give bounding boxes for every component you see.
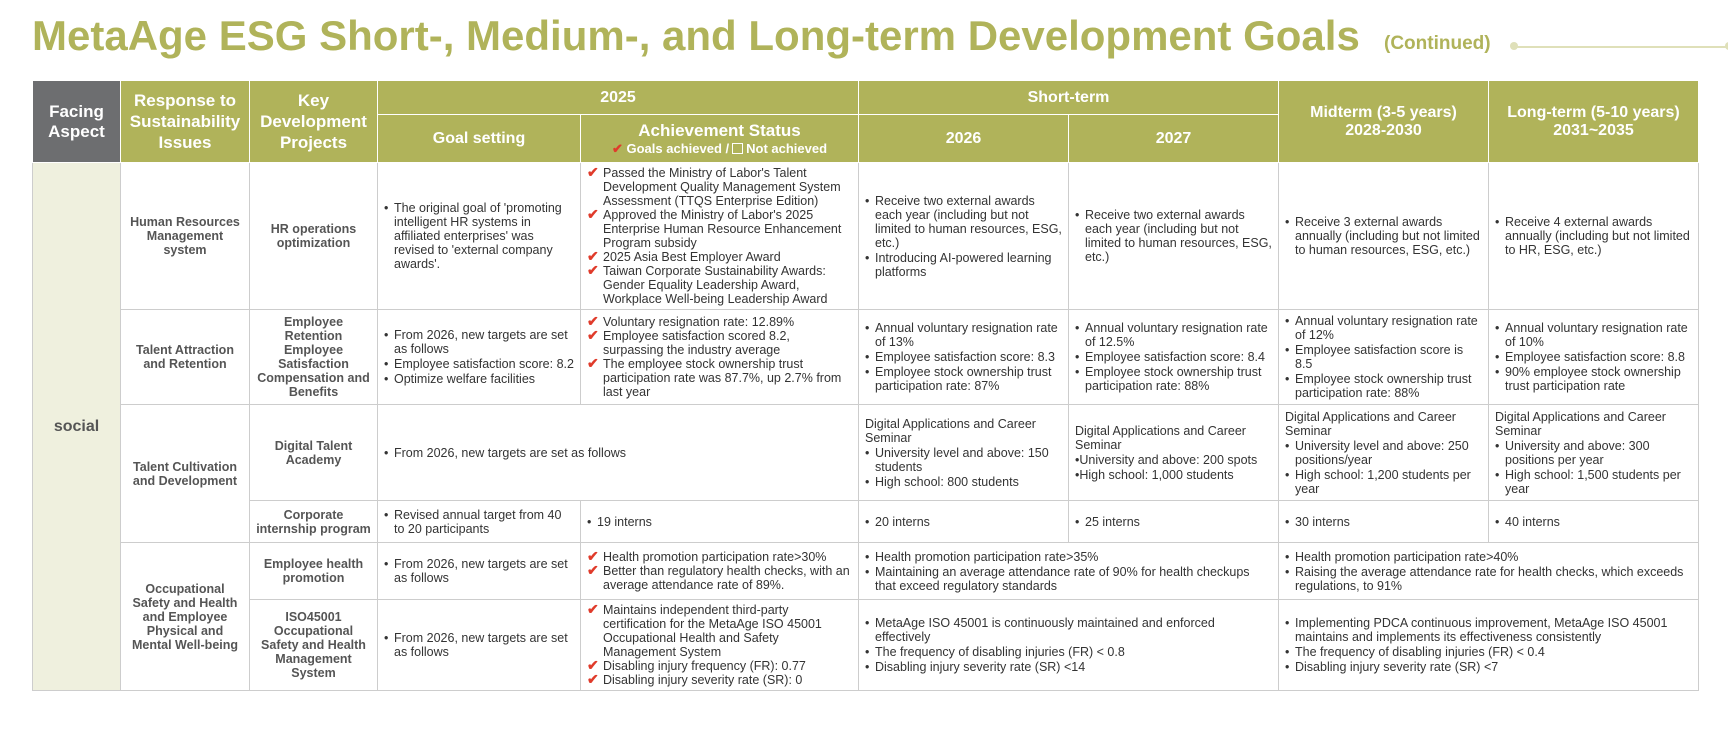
header-facing-aspect: Facing Aspect bbox=[32, 80, 121, 163]
health-achievement: Health promotion participation rate>30%B… bbox=[580, 542, 859, 600]
digital-2026: Digital Applications and Career SeminarU… bbox=[858, 404, 1069, 501]
hr-longterm: Receive 4 external awards annually (incl… bbox=[1488, 162, 1699, 310]
hr-achievement: Passed the Ministry of Labor's Talent De… bbox=[580, 162, 859, 310]
header-2025: 2025 bbox=[377, 80, 859, 115]
hr-midterm: Receive 3 external awards annually (incl… bbox=[1278, 162, 1489, 310]
project-iso45001: ISO45001 Occupational Safety and Health … bbox=[249, 599, 378, 691]
table-row: Talent Attraction and Retention Employee… bbox=[33, 309, 1699, 405]
hr-2027: Receive two external awards each year (i… bbox=[1068, 162, 1279, 310]
digital-midterm: Digital Applications and Career SeminarU… bbox=[1278, 404, 1489, 501]
intern-achievement: 19 interns bbox=[580, 500, 859, 543]
header-short-term: Short-term bbox=[858, 80, 1279, 115]
project-digital-academy: Digital Talent Academy bbox=[249, 404, 378, 501]
title-decor-line bbox=[1516, 46, 1728, 48]
intern-midterm: 30 interns bbox=[1278, 500, 1489, 543]
health-mid-long-term: Health promotion participation rate>40%R… bbox=[1278, 542, 1699, 600]
empty-box-icon bbox=[732, 142, 744, 154]
header-achievement-status: Achievement Status ✔ Goals achieved / Not… bbox=[580, 114, 859, 163]
table-row: Corporate internship program Revised ann… bbox=[33, 500, 1699, 543]
project-retention: Employee Retention Employee Satisfaction… bbox=[249, 309, 378, 405]
retention-2027: Annual voluntary resignation rate of 12.… bbox=[1068, 309, 1279, 405]
iso-short-term: MetaAge ISO 45001 is continuously mainta… bbox=[858, 599, 1279, 691]
project-health-promotion: Employee health promotion bbox=[249, 542, 378, 600]
digital-goal: From 2026, new targets are set as follow… bbox=[377, 404, 859, 501]
header-midterm: Midterm (3-5 years) 2028-2030 bbox=[1278, 80, 1489, 163]
hr-goal: The original goal of 'promoting intellig… bbox=[377, 162, 581, 310]
header-2026: 2026 bbox=[858, 114, 1069, 163]
issue-hr: Human Resources Management system bbox=[120, 162, 250, 310]
header-key-projects: Key Development Projects bbox=[249, 80, 378, 163]
header-response: Response to Sustainability Issues bbox=[120, 80, 250, 163]
table-row: ISO45001 Occupational Safety and Health … bbox=[33, 599, 1699, 691]
iso-mid-long-term: Implementing PDCA continuous improvement… bbox=[1278, 599, 1699, 691]
header-2027: 2027 bbox=[1068, 114, 1279, 163]
retention-longterm: Annual voluntary resignation rate of 10%… bbox=[1488, 309, 1699, 405]
intern-goal: Revised annual target from 40 to 20 part… bbox=[377, 500, 581, 543]
health-short-term: Health promotion participation rate>35%M… bbox=[858, 542, 1279, 600]
title-bar: MetaAge ESG Short-, Medium-, and Long-te… bbox=[32, 10, 1728, 62]
check-icon: ✔ bbox=[611, 140, 623, 156]
issue-ohs: Occupational Safety and Health and Emplo… bbox=[120, 542, 250, 691]
goals-table: Facing Aspect Response to Sustainability… bbox=[32, 80, 1699, 691]
project-hr-ops: HR operations optimization bbox=[249, 162, 378, 310]
issue-talent-attraction: Talent Attraction and Retention bbox=[120, 309, 250, 405]
intern-2027: 25 interns bbox=[1068, 500, 1279, 543]
title-line-dot-right bbox=[1725, 42, 1728, 50]
retention-2026: Annual voluntary resignation rate of 13%… bbox=[858, 309, 1069, 405]
header-goal-setting: Goal setting bbox=[377, 114, 581, 163]
intern-2026: 20 interns bbox=[858, 500, 1069, 543]
intern-longterm: 40 interns bbox=[1488, 500, 1699, 543]
hr-2026: Receive two external awards each year (i… bbox=[858, 162, 1069, 310]
digital-longterm: Digital Applications and Career SeminarU… bbox=[1488, 404, 1699, 501]
retention-achievement: Voluntary resignation rate: 12.89% Emplo… bbox=[580, 309, 859, 405]
retention-goal: From 2026, new targets are set as follow… bbox=[377, 309, 581, 405]
retention-midterm: Annual voluntary resignation rate of 12%… bbox=[1278, 309, 1489, 405]
table-row: Talent Cultivation and Development Digit… bbox=[33, 404, 1699, 543]
iso-achievement: Maintains independent third-party certif… bbox=[580, 599, 859, 691]
title-line-dot-left bbox=[1510, 42, 1518, 50]
issue-talent-cultivation: Talent Cultivation and Development bbox=[120, 404, 250, 543]
aspect-social: social bbox=[32, 162, 121, 691]
iso-goal: From 2026, new targets are set as follow… bbox=[377, 599, 581, 691]
page-subtitle: (Continued) bbox=[1384, 33, 1491, 54]
digital-2027: Digital Applications and Career Seminar •… bbox=[1068, 404, 1279, 501]
header-longterm: Long-term (5-10 years) 2031~2035 bbox=[1488, 80, 1699, 163]
table-row: Occupational Safety and Health and Emplo… bbox=[33, 542, 1699, 691]
health-goal: From 2026, new targets are set as follow… bbox=[377, 542, 581, 600]
table-row: social Human Resources Management system… bbox=[32, 162, 1699, 691]
project-internship: Corporate internship program bbox=[249, 500, 378, 543]
page-title: MetaAge ESG Short-, Medium-, and Long-te… bbox=[32, 12, 1360, 59]
